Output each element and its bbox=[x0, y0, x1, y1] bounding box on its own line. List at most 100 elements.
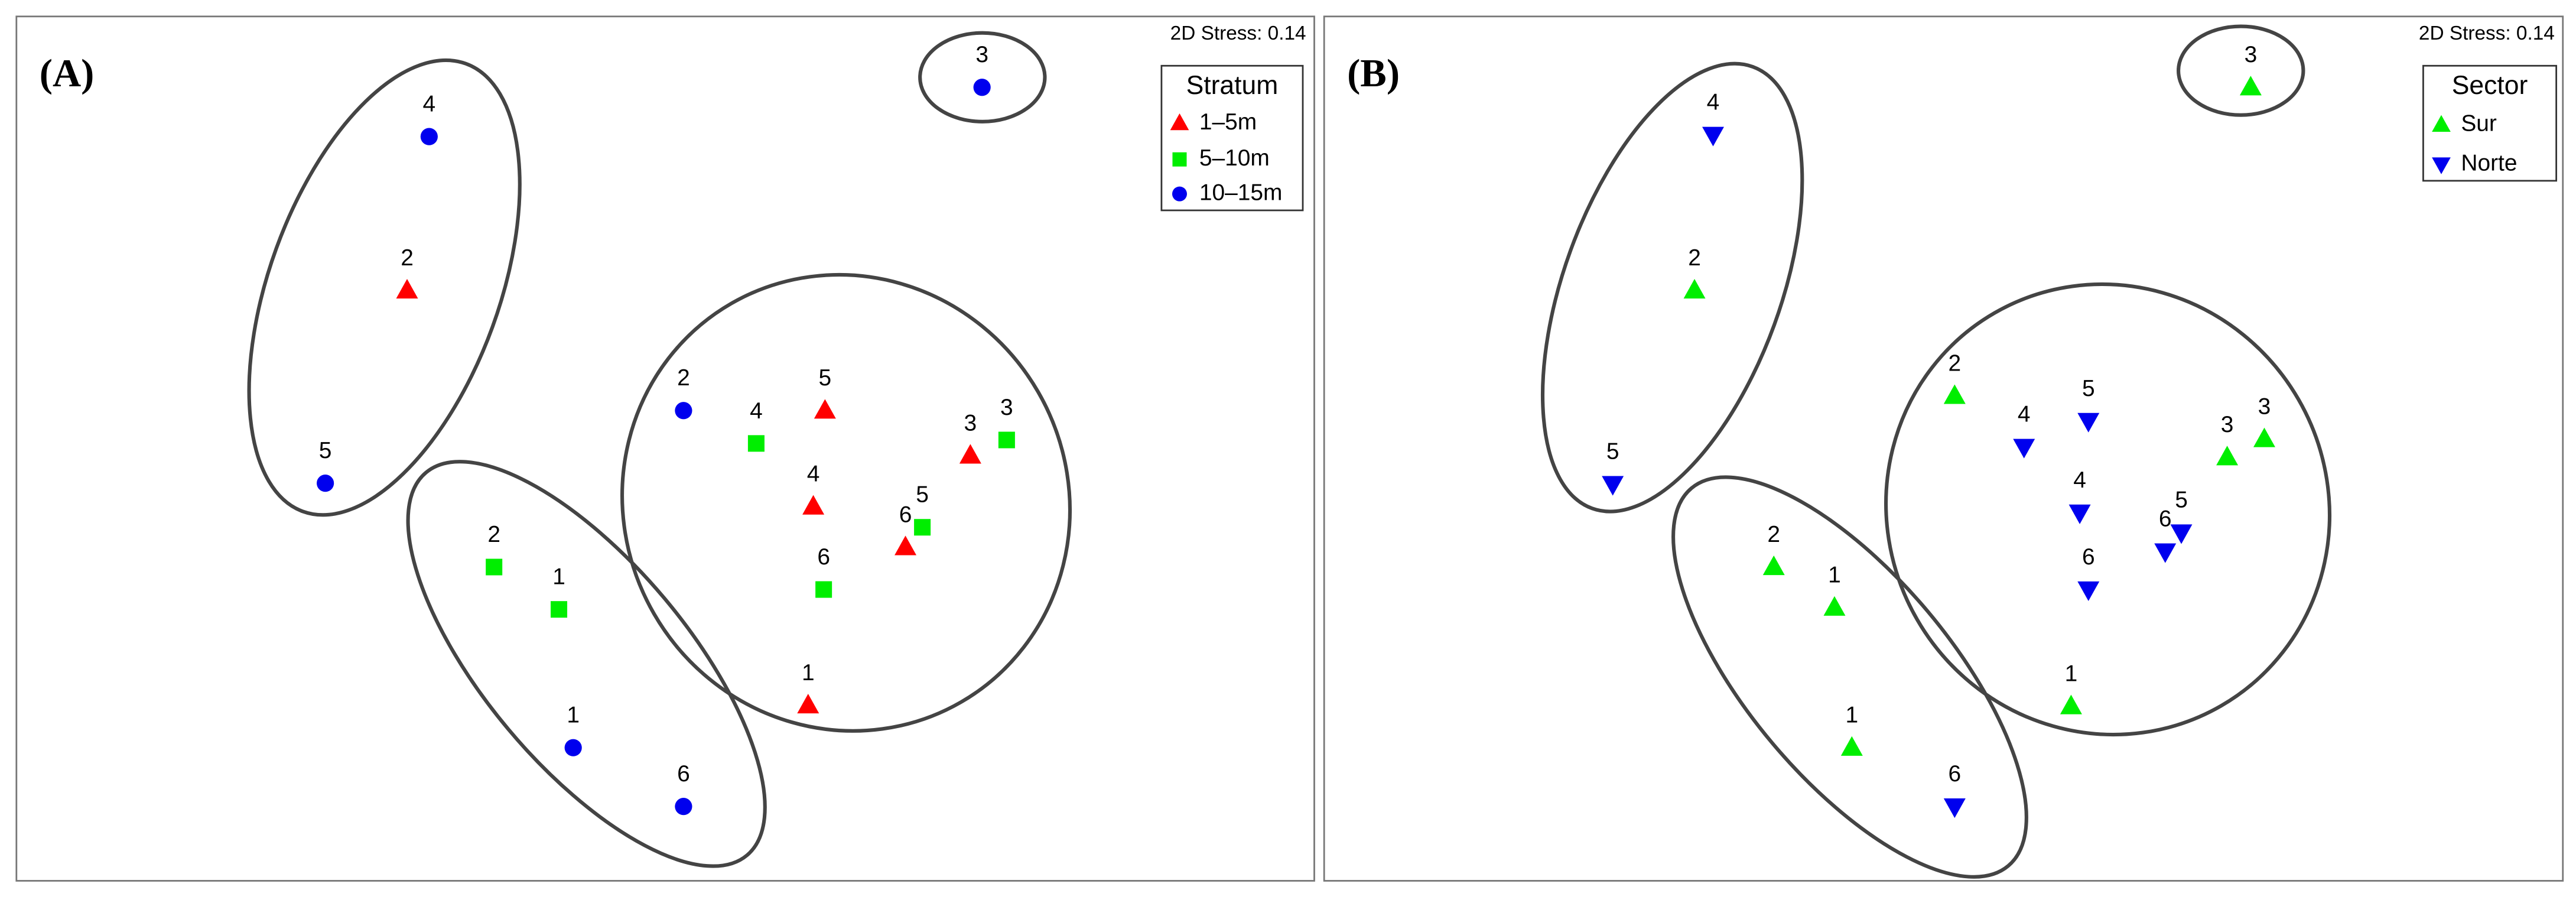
point-label: 2 bbox=[487, 522, 500, 547]
point-label: 5 bbox=[819, 365, 832, 391]
stress-label: 2D Stress: 0.14 bbox=[1170, 22, 1306, 44]
point bbox=[2170, 524, 2193, 544]
panel-frame bbox=[15, 15, 1315, 882]
legend-marker bbox=[2432, 115, 2451, 132]
point-label: 3 bbox=[2245, 42, 2258, 67]
group-ellipse bbox=[620, 272, 1072, 733]
legend-marker bbox=[2432, 157, 2451, 174]
point bbox=[2154, 543, 2177, 563]
point bbox=[2077, 581, 2100, 602]
point bbox=[2239, 76, 2262, 96]
point-label: 1 bbox=[1845, 703, 1858, 728]
point-label: 6 bbox=[1949, 761, 1962, 787]
point bbox=[998, 431, 1015, 449]
point bbox=[2216, 446, 2239, 466]
point bbox=[2253, 427, 2275, 447]
point bbox=[396, 279, 418, 299]
point bbox=[2013, 438, 2035, 459]
legend-label: 5–10m bbox=[1199, 145, 1270, 171]
legend-label: 1–5m bbox=[1199, 109, 1257, 135]
point bbox=[1762, 556, 1785, 576]
point-label: 2 bbox=[677, 365, 690, 391]
point-label: 6 bbox=[2082, 544, 2095, 570]
point bbox=[2077, 412, 2100, 433]
legend-marker bbox=[1172, 152, 1187, 167]
point bbox=[551, 601, 568, 618]
point bbox=[914, 519, 931, 536]
point-label: 6 bbox=[677, 761, 690, 787]
point bbox=[2060, 694, 2082, 714]
legend-box bbox=[1160, 64, 1304, 212]
point bbox=[747, 435, 765, 452]
group-ellipse bbox=[1671, 475, 2028, 879]
point-label: 1 bbox=[1828, 563, 1841, 588]
point bbox=[1943, 798, 1966, 818]
point bbox=[486, 558, 503, 576]
group-ellipse bbox=[2177, 24, 2305, 117]
point-label: 5 bbox=[2082, 376, 2095, 401]
point-label: 4 bbox=[750, 398, 763, 424]
point-label: 4 bbox=[807, 462, 820, 487]
point bbox=[959, 444, 981, 464]
point bbox=[1683, 279, 1706, 299]
legend-label: Norte bbox=[2461, 150, 2517, 176]
point bbox=[317, 475, 334, 492]
stress-label: 2D Stress: 0.14 bbox=[2419, 22, 2555, 44]
legend-marker bbox=[1170, 113, 1189, 131]
point-label: 5 bbox=[2175, 487, 2188, 512]
point bbox=[2068, 504, 2091, 524]
point bbox=[420, 128, 438, 145]
group-ellipse bbox=[247, 58, 522, 517]
point bbox=[1823, 596, 1846, 616]
legend-title: Sector bbox=[2452, 71, 2528, 100]
legend-marker bbox=[1172, 186, 1187, 202]
point-label: 3 bbox=[1000, 395, 1013, 420]
point bbox=[815, 581, 832, 598]
point-label: 6 bbox=[899, 502, 912, 527]
panel-label: (B) bbox=[1347, 52, 1400, 95]
point-label: 3 bbox=[964, 410, 977, 436]
point bbox=[675, 402, 692, 420]
point-label: 6 bbox=[817, 544, 830, 570]
point bbox=[973, 79, 991, 96]
point bbox=[895, 535, 917, 556]
point-label: 3 bbox=[975, 42, 988, 67]
point-label: 6 bbox=[2159, 506, 2172, 532]
point bbox=[1702, 126, 1724, 147]
point-label: 2 bbox=[401, 245, 414, 271]
point-label: 4 bbox=[2018, 402, 2031, 427]
point-label: 1 bbox=[567, 703, 580, 728]
legend-label: Sur bbox=[2461, 111, 2497, 137]
group-ellipse bbox=[1884, 282, 2331, 737]
point bbox=[1602, 476, 1624, 496]
point-label: 4 bbox=[1707, 90, 1720, 115]
point-label: 5 bbox=[1606, 439, 1619, 465]
point-label: 4 bbox=[2073, 467, 2086, 493]
point bbox=[802, 495, 825, 515]
point bbox=[675, 798, 692, 816]
group-ellipse bbox=[918, 31, 1047, 124]
panel-label: (A) bbox=[40, 52, 95, 95]
point bbox=[564, 739, 582, 756]
point-label: 1 bbox=[2065, 661, 2078, 686]
point-label: 1 bbox=[802, 660, 815, 686]
point-label: 2 bbox=[1949, 350, 1962, 376]
panel-frame bbox=[1323, 15, 2564, 882]
point-label: 2 bbox=[1767, 522, 1780, 547]
point bbox=[1840, 736, 1863, 756]
point-label: 1 bbox=[552, 564, 565, 590]
point-label: 4 bbox=[423, 92, 436, 117]
point bbox=[797, 694, 819, 714]
point-label: 2 bbox=[1688, 245, 1701, 271]
legend-title: Stratum bbox=[1186, 71, 1279, 100]
point-label: 5 bbox=[916, 482, 929, 508]
point bbox=[1943, 384, 1966, 404]
group-ellipse bbox=[406, 460, 767, 868]
group-ellipse bbox=[1540, 61, 1804, 514]
point-label: 5 bbox=[319, 438, 332, 463]
point-label: 3 bbox=[2221, 412, 2234, 437]
point-label: 3 bbox=[2258, 394, 2271, 419]
legend-label: 10–15m bbox=[1199, 180, 1283, 205]
point bbox=[814, 399, 836, 419]
